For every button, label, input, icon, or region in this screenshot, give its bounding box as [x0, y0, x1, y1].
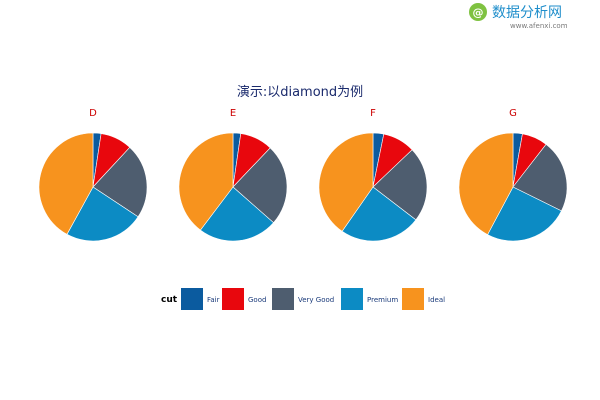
pie-slice-very-good	[512, 143, 568, 212]
watermark-logo-icon	[469, 3, 487, 21]
pie-facet-e: E	[178, 108, 288, 242]
legend-label: Fair	[207, 296, 220, 304]
pie-slice-ideal	[178, 132, 234, 231]
pie-slice-ideal	[318, 132, 374, 232]
pie-facet-f: F	[318, 108, 428, 242]
pie-slice-ideal	[458, 132, 514, 236]
facet-label: E	[230, 108, 236, 119]
legend-swatch	[181, 288, 203, 310]
legend: cut Fair Good Very Good Premium Ideal	[161, 288, 445, 310]
pie-facet-d: D	[38, 108, 148, 242]
legend-item-fair: Fair	[181, 288, 220, 310]
pie-facet-g: G	[458, 108, 568, 242]
legend-item-premium: Premium	[341, 288, 398, 310]
legend-label: Ideal	[428, 296, 445, 304]
legend-label: Premium	[367, 296, 398, 304]
facet-label: D	[89, 108, 97, 119]
legend-swatch	[272, 288, 294, 310]
legend-item-good: Good	[222, 288, 266, 310]
chart-title: 演示:以diamond为例	[237, 84, 363, 100]
pie-slice-premium	[341, 186, 417, 242]
pie-slice-ideal	[38, 132, 94, 235]
legend-label: Good	[248, 296, 266, 304]
watermark-brand: 数据分析网	[492, 5, 562, 21]
legend-title: cut	[161, 295, 178, 305]
watermark-url: www.afenxi.com	[510, 22, 568, 30]
pie-slice-very-good	[232, 147, 288, 224]
watermark: @ 数据分析网 www.afenxi.com	[469, 3, 568, 30]
legend-swatch	[341, 288, 363, 310]
facet-label: F	[370, 108, 376, 119]
legend-item-ideal: Ideal	[402, 288, 445, 310]
legend-swatch	[402, 288, 424, 310]
pie-slice-premium	[200, 186, 274, 242]
legend-swatch	[222, 288, 244, 310]
pie-slice-very-good	[372, 149, 428, 221]
legend-label: Very Good	[298, 296, 334, 304]
pie-slice-very-good	[92, 146, 148, 218]
facet-label: G	[509, 108, 517, 119]
legend-item-very-good: Very Good	[272, 288, 334, 310]
pie-facets: D E F G	[38, 108, 568, 242]
watermark-logo-glyph: @	[473, 6, 484, 19]
pie-slice-premium	[66, 186, 139, 242]
